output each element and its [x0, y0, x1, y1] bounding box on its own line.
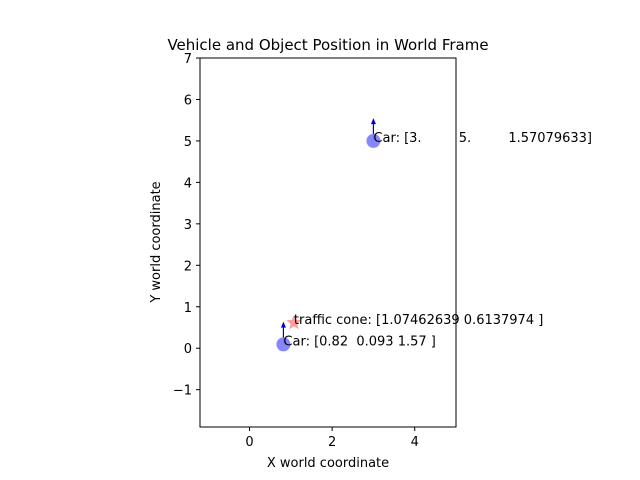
y-tick-label: 4 — [184, 176, 192, 191]
y-tick-label: 5 — [184, 135, 192, 150]
y-tick-label: 2 — [184, 259, 192, 274]
y-tick-label: 6 — [184, 93, 192, 108]
plot-area — [276, 118, 381, 352]
point-annotation: traffic cone: [1.07462639 0.6137974 ] — [294, 313, 543, 328]
axes-frame — [199, 57, 457, 428]
traffic-cone-marker — [286, 314, 302, 330]
x-axis-ticks: 0 2 4 — [245, 427, 419, 450]
y-tick-label: −1 — [173, 384, 192, 399]
y-axis-ticks: −1 0 1 2 3 4 5 6 7 — [173, 52, 200, 399]
chart-title: Vehicle and Object Position in World Fra… — [167, 36, 488, 54]
point-annotation: Car: [3. 5. 1.57079633] — [373, 131, 592, 146]
x-tick-label: 2 — [328, 435, 336, 450]
x-axis-label: X world coordinate — [267, 456, 389, 471]
heading-arrow-head — [370, 118, 376, 125]
heading-arrow-head — [280, 321, 286, 328]
x-tick-label: 4 — [411, 435, 419, 450]
y-axis-label: Y world coordinate — [149, 181, 164, 303]
x-tick-label: 0 — [245, 435, 253, 450]
point-annotation: Car: [0.82 0.093 1.57 ] — [283, 334, 435, 349]
annotations: Car: [0.82 0.093 1.57 ] Car: [3. 5. 1.570… — [283, 131, 592, 349]
y-tick-label: 7 — [184, 52, 192, 67]
y-tick-label: 0 — [184, 342, 192, 357]
car-marker — [276, 337, 291, 352]
y-tick-label: 1 — [184, 301, 192, 316]
y-tick-label: 3 — [184, 218, 192, 233]
car-marker — [366, 133, 381, 148]
